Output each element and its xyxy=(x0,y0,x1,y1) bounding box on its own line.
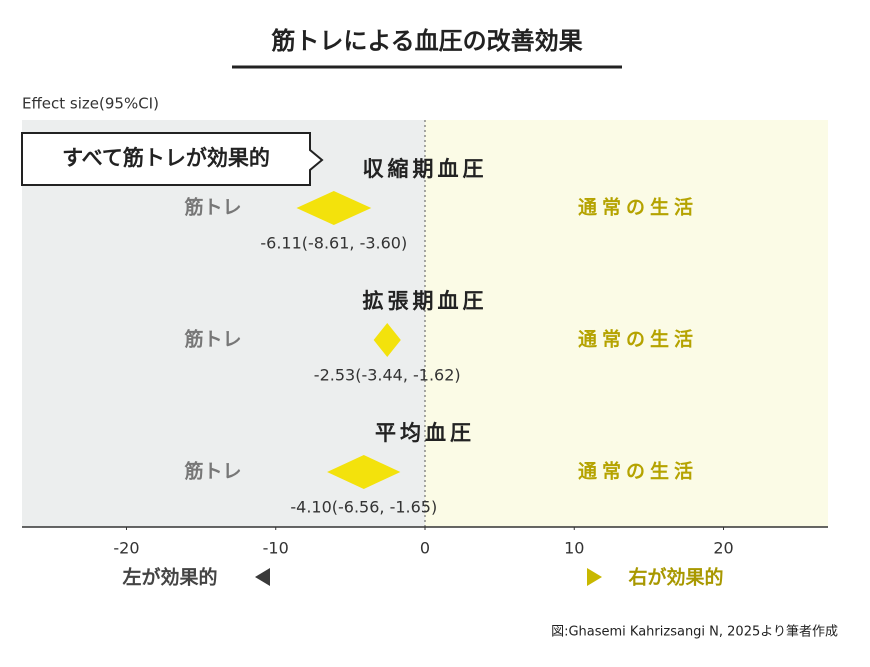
left-better: 左が効果的 xyxy=(122,566,217,589)
x-tick-label: 20 xyxy=(713,539,733,558)
x-tick-label: -20 xyxy=(113,539,139,558)
x-tick-label: 10 xyxy=(564,539,584,558)
outcome-name: 拡張期血圧 xyxy=(363,289,488,313)
x-tick-label: -10 xyxy=(263,539,289,558)
left-label: 筋トレ xyxy=(184,460,241,483)
ci-diamond xyxy=(327,455,401,489)
arrow-head-right xyxy=(587,568,602,586)
value-label: -2.53(-3.44, -1.62) xyxy=(314,366,461,385)
source: 図:Ghasemi Kahrizsangi N, 2025より筆者作成 xyxy=(551,625,838,640)
value-label: -6.11(-8.61, -3.60) xyxy=(260,234,407,253)
ci-diamond xyxy=(296,191,372,225)
x-axis-label: Effect size(95%CI) xyxy=(22,95,159,113)
left-label: 筋トレ xyxy=(184,196,241,219)
callout-box xyxy=(21,132,324,186)
value-label: -4.10(-6.56, -1.65) xyxy=(290,498,437,517)
chart-title: 筋トレによる血圧の改善効果 xyxy=(270,27,582,55)
callout: すべて筋トレが効果的 xyxy=(62,146,270,170)
left-label: 筋トレ xyxy=(184,328,241,351)
arrow-head-left xyxy=(255,568,270,586)
x-tick-label: 0 xyxy=(420,539,430,558)
right-label: 通常の生活 xyxy=(578,328,698,351)
right-region xyxy=(425,120,828,527)
outcome-name: 収縮期血圧 xyxy=(363,157,488,181)
right-better: 右が効果的 xyxy=(627,566,723,589)
outcome-name: 平均血圧 xyxy=(375,421,475,445)
right-label: 通常の生活 xyxy=(578,460,698,483)
right-label: 通常の生活 xyxy=(578,196,698,219)
ci-diamond xyxy=(373,323,401,357)
